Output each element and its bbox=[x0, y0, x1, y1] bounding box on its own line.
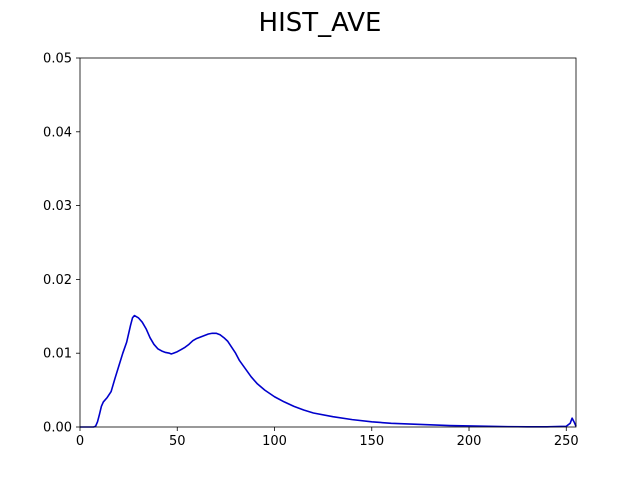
y-tick-label: 0.05 bbox=[43, 52, 72, 67]
x-tick-label: 0 bbox=[76, 434, 84, 449]
x-tick-label: 150 bbox=[359, 434, 384, 449]
x-tick-label: 200 bbox=[457, 434, 482, 449]
y-tick-label: 0.00 bbox=[43, 421, 72, 436]
plot-area: 0 50 100 150 200 250 0.00 0.01 0.02 0.03 0.04 0.05 bbox=[43, 52, 579, 450]
y-tick-label: 0.02 bbox=[43, 273, 72, 288]
y-tick-label: 0.01 bbox=[43, 347, 72, 362]
x-tick-label: 100 bbox=[262, 434, 287, 449]
x-tick-label: 250 bbox=[554, 434, 579, 449]
series-line-0 bbox=[80, 314, 577, 428]
y-tick-label: 0.03 bbox=[43, 199, 72, 214]
x-tick-label: 50 bbox=[169, 434, 186, 449]
axes-frame bbox=[79, 57, 577, 428]
chart-title: HIST_AVE bbox=[259, 8, 382, 38]
y-tick-label: 0.04 bbox=[43, 125, 72, 140]
